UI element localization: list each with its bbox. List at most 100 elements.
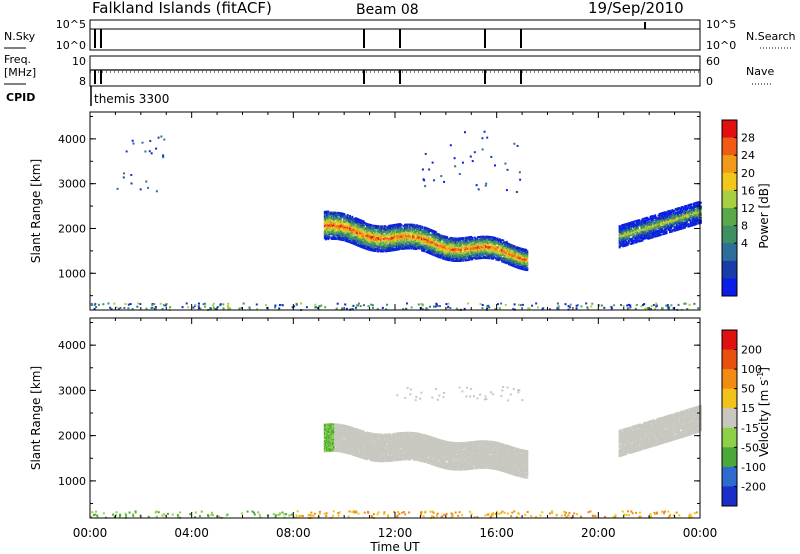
power-pixel [338, 225, 341, 228]
power-pixel [433, 239, 436, 242]
power-pixel [473, 251, 476, 254]
power-pixel [680, 206, 683, 209]
power-pixel [688, 212, 691, 215]
power-pixel [339, 228, 342, 231]
velocity-pixel [340, 444, 343, 447]
power-pixel [361, 245, 364, 248]
power-pixel [371, 244, 374, 247]
power-pixel [465, 240, 468, 243]
power-pixel [635, 231, 638, 234]
power-pixel [330, 231, 333, 234]
power-pixel [334, 216, 337, 219]
power-pixel [330, 224, 333, 227]
power-pixel [487, 305, 490, 308]
power-pixel [379, 240, 382, 243]
power-pixel [644, 227, 647, 230]
power-pixel [458, 241, 461, 244]
power-pixel [664, 218, 667, 221]
velocity-pixel [335, 450, 338, 453]
power-pixel [646, 307, 649, 310]
power-pixel [450, 249, 453, 252]
velocity-pixel [331, 438, 334, 441]
power-pixel [663, 215, 666, 218]
velocity-pixel [324, 429, 327, 432]
power-pixel [427, 248, 430, 251]
power-pixel [392, 224, 395, 227]
power-pixel [489, 238, 492, 241]
velocity-pixel [343, 436, 346, 439]
power-pixel [463, 254, 466, 257]
velocity-pixel [331, 429, 334, 432]
power-pixel [400, 231, 403, 234]
power-pixel [473, 240, 476, 243]
velocity-pixel [352, 438, 355, 441]
power-pixel [274, 304, 277, 307]
velocity-pixel [332, 441, 335, 444]
power-pixel [374, 236, 377, 239]
power-pixel [338, 214, 341, 217]
power-pixel [496, 247, 499, 250]
power-pixel [377, 230, 380, 233]
velocity-pixel [334, 424, 337, 427]
power-pixel [352, 223, 355, 226]
velocity-pixel [337, 430, 340, 433]
power-pixel [465, 256, 468, 259]
power-pixel [688, 218, 691, 221]
power-pixel [522, 265, 525, 268]
power-pixel [328, 229, 331, 232]
power-pixel [421, 308, 424, 311]
power-pixel [331, 226, 334, 229]
power-pixel [676, 221, 679, 224]
power-pixel [340, 233, 343, 236]
power-pixel [395, 233, 398, 236]
power-pixel [481, 235, 484, 238]
power-pixel [647, 235, 650, 238]
velocity-pixel [337, 442, 340, 445]
power-pixel [504, 246, 507, 249]
power-pixel [474, 253, 477, 256]
power-pixel [501, 239, 504, 242]
power-pixel [515, 250, 518, 253]
power-pixel [514, 263, 517, 266]
power-pixel [622, 230, 625, 233]
power-pixel [366, 239, 369, 242]
power-pixel [641, 220, 644, 223]
power-pixel [431, 161, 434, 164]
velocity-pixel [346, 426, 349, 429]
power-pixel [489, 246, 492, 249]
power-pixel [480, 239, 483, 242]
power-pixel [340, 225, 343, 228]
velocity-pixel [323, 448, 326, 451]
power-pixel [385, 240, 388, 243]
power-pixel [494, 256, 497, 259]
power-pixel [428, 168, 431, 171]
power-pixel [375, 235, 378, 238]
power-pixel [381, 246, 384, 249]
velocity-pixel [330, 424, 333, 427]
velocity-pixel [323, 423, 326, 426]
velocity-pixel [366, 455, 369, 458]
power-pixel [354, 237, 357, 240]
power-pixel [363, 247, 366, 250]
power-pixel [371, 243, 374, 246]
power-pixel [401, 235, 404, 238]
power-pixel [351, 220, 354, 223]
power-pixel [638, 232, 641, 235]
velocity-pixel [360, 429, 363, 432]
power-pixel [625, 243, 628, 246]
power-pixel [490, 257, 493, 260]
power-pixel [646, 234, 649, 237]
power-pixel [393, 231, 396, 234]
power-pixel [433, 236, 436, 239]
power-pixel [494, 239, 497, 242]
power-pixel [385, 245, 388, 248]
power-pixel [691, 215, 694, 218]
power-pixel [446, 306, 449, 309]
velocity-pixel [357, 430, 360, 433]
power-pixel [423, 248, 426, 251]
power-pixel [373, 243, 376, 246]
power-pixel [482, 248, 485, 251]
power-pixel [457, 244, 460, 247]
power-pixel [430, 245, 433, 248]
power-pixel [640, 222, 643, 225]
